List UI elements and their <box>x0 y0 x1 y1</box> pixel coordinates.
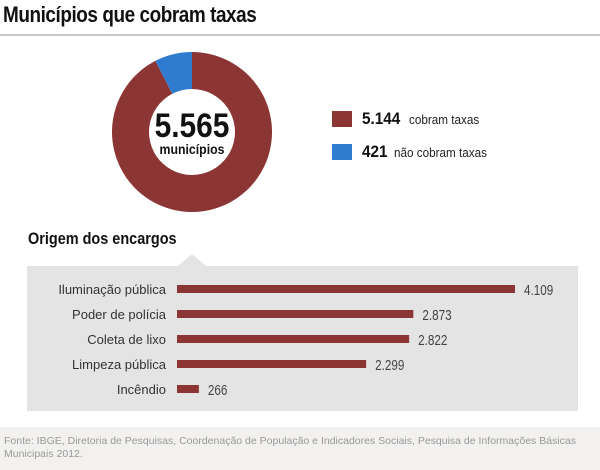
legend-value: 421 <box>362 142 388 161</box>
donut-center-value: 5.565 <box>155 106 230 144</box>
section-subtitle: Origem dos encargos <box>28 229 177 248</box>
legend-label: não cobram taxas <box>394 144 488 160</box>
donut-slice-cobram <box>112 52 272 212</box>
panel-pointer <box>178 254 206 266</box>
donut-center-label: municípios <box>160 141 225 157</box>
bar-chart-panel <box>27 266 578 411</box>
title-divider <box>0 34 600 36</box>
page-title: Municípios que cobram taxas <box>3 2 257 27</box>
legend-value: 5.144 <box>362 109 401 128</box>
legend-item-cobram: 5.144 cobram taxas <box>332 109 487 129</box>
legend-item-nao-cobram: 421 não cobram taxas <box>332 142 498 162</box>
legend-swatch-nao-cobram <box>332 144 352 160</box>
footer: Fonte: IBGE, Diretoria de Pesquisas, Coo… <box>0 427 600 470</box>
donut-slice-nao-cobram <box>155 52 192 94</box>
donut-chart: 5.565 municípios <box>112 52 272 212</box>
legend-label: cobram taxas <box>408 111 479 127</box>
legend-swatch-cobram <box>332 111 352 127</box>
source-note: Fonte: IBGE, Diretoria de Pesquisas, Coo… <box>4 435 576 460</box>
